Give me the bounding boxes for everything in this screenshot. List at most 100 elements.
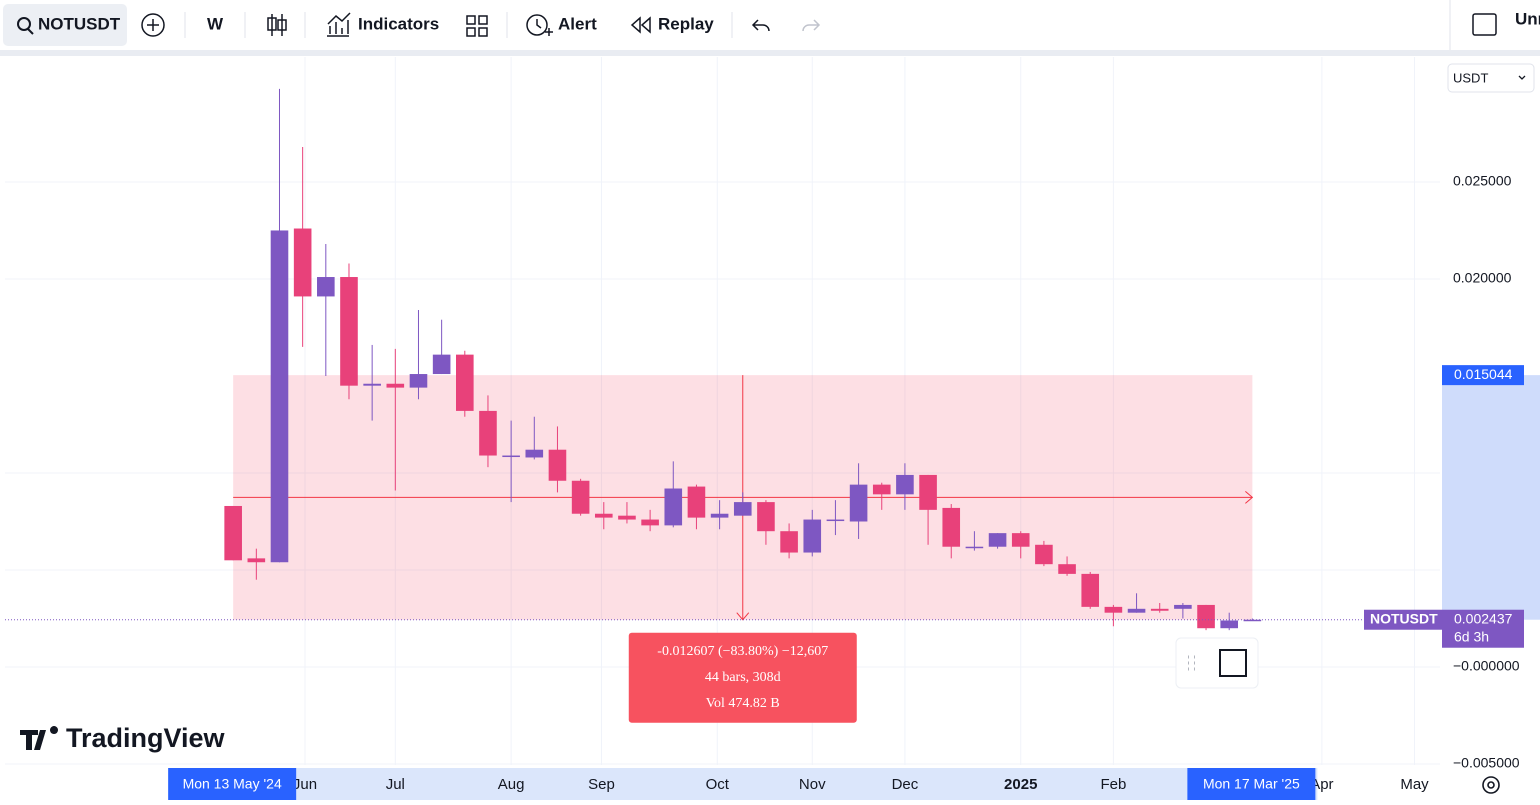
symbol-search[interactable] bbox=[3, 4, 127, 46]
candle-body bbox=[317, 277, 335, 297]
indicators[interactable]: Indicators bbox=[358, 14, 439, 33]
candle-body bbox=[409, 374, 428, 388]
candle-body bbox=[803, 519, 822, 553]
candle-body bbox=[224, 505, 242, 561]
undo[interactable] bbox=[751, 19, 770, 32]
candle-body bbox=[872, 484, 891, 495]
candle-body bbox=[780, 531, 798, 553]
last-price-bg bbox=[1442, 609, 1524, 648]
interval[interactable]: W bbox=[207, 14, 224, 33]
candle-body bbox=[965, 546, 984, 549]
currency[interactable]: USDT bbox=[1453, 70, 1488, 85]
y-tick-label: −0.005000 bbox=[1453, 755, 1520, 771]
candle-body bbox=[571, 480, 590, 514]
candle-body bbox=[1104, 606, 1123, 613]
redo[interactable] bbox=[802, 19, 821, 32]
candle-body bbox=[1150, 608, 1169, 611]
date-label: Mon 13 May '24 bbox=[183, 776, 282, 792]
currency-select[interactable] bbox=[1447, 63, 1535, 93]
search-icon bbox=[17, 17, 31, 31]
candle-body bbox=[849, 484, 868, 522]
settings-icon bbox=[1487, 781, 1495, 789]
x-tick-label: Sep bbox=[588, 776, 615, 793]
plot: -0.012607 (−83.80%) −12,607 44 bars, 308d… bbox=[5, 57, 1440, 765]
fullscreen[interactable] bbox=[1472, 13, 1497, 36]
candle-body bbox=[664, 488, 683, 526]
add-symbol[interactable] bbox=[141, 13, 165, 37]
candle-body bbox=[896, 474, 914, 495]
x-tick-label: Oct bbox=[706, 776, 730, 793]
alert[interactable]: Alert bbox=[558, 14, 597, 33]
countdown: 6d 3h bbox=[1454, 628, 1489, 644]
candle-body bbox=[733, 502, 752, 516]
candle-body bbox=[1243, 619, 1262, 622]
x-tick-label: Nov bbox=[799, 776, 826, 793]
candle-body bbox=[270, 230, 289, 563]
candle-body bbox=[525, 449, 544, 458]
add-icon bbox=[147, 19, 159, 31]
candle-body bbox=[618, 515, 636, 520]
candle-body bbox=[1174, 604, 1192, 609]
time-range bbox=[168, 768, 1318, 800]
rectangle-tool[interactable] bbox=[1219, 649, 1247, 677]
replay[interactable]: Replay bbox=[658, 14, 714, 33]
alert-icon bbox=[526, 14, 548, 36]
x-tick-label: Feb bbox=[1100, 776, 1126, 793]
candle-body bbox=[1058, 564, 1076, 574]
chart-type[interactable] bbox=[267, 14, 287, 36]
candle-body bbox=[479, 410, 497, 456]
candle-body bbox=[502, 455, 520, 458]
drag-handle bbox=[1188, 655, 1195, 671]
candle-body bbox=[710, 513, 729, 518]
measure-tooltip bbox=[628, 632, 857, 723]
measure-arrowhead bbox=[1245, 491, 1254, 504]
price-label: 0.015044 bbox=[1454, 366, 1513, 382]
axis-range bbox=[1442, 375, 1540, 620]
candle-body bbox=[641, 519, 659, 526]
candle-body bbox=[594, 513, 613, 518]
date-label-bg bbox=[1187, 768, 1316, 800]
candle-body bbox=[942, 507, 961, 547]
y-tick-label: −0.000000 bbox=[1453, 658, 1520, 674]
date-label: Mon 17 Mar '25 bbox=[1203, 776, 1300, 792]
x-tick-label: Aug bbox=[498, 776, 525, 793]
replay-icon bbox=[630, 16, 651, 34]
symbol-label-bg bbox=[1364, 609, 1442, 630]
candle-body bbox=[548, 449, 567, 481]
candle-body bbox=[687, 486, 706, 518]
candle-body bbox=[456, 354, 474, 411]
candle-body bbox=[1220, 620, 1239, 629]
y-tick-label: 0.020000 bbox=[1453, 270, 1512, 286]
candle-body bbox=[757, 502, 775, 532]
toolbar bbox=[0, 0, 1540, 50]
candle-body bbox=[826, 519, 845, 522]
indicators-icon bbox=[327, 12, 351, 37]
x-tick-label: May bbox=[1400, 776, 1429, 793]
candle-body bbox=[1127, 608, 1146, 613]
search-icon bbox=[27, 28, 34, 35]
cut-text[interactable]: Unr bbox=[1515, 9, 1540, 28]
measure-text: -0.012607 (−83.80%) −12,607 bbox=[657, 644, 828, 659]
measure-text: 44 bars, 308d bbox=[705, 670, 781, 685]
candle-body bbox=[1035, 544, 1053, 565]
candle-body bbox=[988, 533, 1007, 547]
x-tick-label: 2025 bbox=[1004, 776, 1037, 793]
price-label-bg bbox=[1442, 365, 1524, 386]
watermark: TradingView bbox=[66, 723, 226, 753]
layouts[interactable] bbox=[466, 15, 488, 37]
symbol[interactable]: NOTUSDT bbox=[38, 14, 121, 33]
candle-body bbox=[247, 558, 266, 563]
settings-icon[interactable] bbox=[1482, 776, 1500, 794]
candle-body bbox=[1197, 604, 1215, 629]
date-label-bg bbox=[168, 768, 297, 800]
candle-body bbox=[1081, 573, 1100, 607]
toolbar-divider bbox=[0, 50, 1540, 56]
candle-body bbox=[432, 354, 451, 375]
x-tick-label: Apr bbox=[1310, 776, 1333, 793]
y-tick-label: 0.025000 bbox=[1453, 173, 1512, 189]
x-tick-label: Dec bbox=[892, 776, 919, 793]
x-tick-label: Jun bbox=[293, 776, 317, 793]
candle-body bbox=[293, 228, 312, 297]
candle-body bbox=[363, 383, 381, 386]
